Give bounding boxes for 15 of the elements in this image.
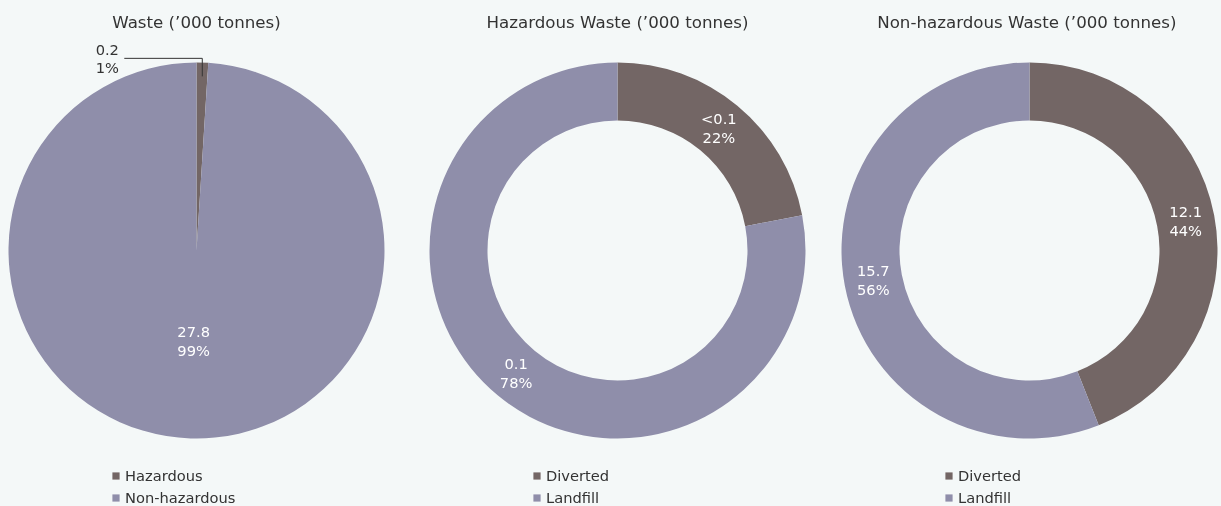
- data-label: 0.2 1%: [95, 40, 119, 77]
- legend-label: Landfill: [958, 488, 1012, 506]
- data-label: 0.1 78%: [499, 355, 533, 391]
- legend-label: Diverted: [958, 466, 1022, 484]
- chart-title: Hazardous Waste (’000 tonnes): [486, 13, 749, 32]
- data-label: 12.1 44%: [1169, 202, 1203, 239]
- chart-title: Non-hazardous Waste (’000 tonnes): [877, 13, 1177, 32]
- legend-label: Non-hazardous: [125, 488, 236, 506]
- data-label: 15.7 56%: [857, 262, 890, 299]
- legend-label: Hazardous: [125, 466, 203, 484]
- data-label: <0.1 22%: [701, 110, 737, 146]
- legend-label: Diverted: [546, 466, 610, 484]
- chart-title: Waste (’000 tonnes): [112, 13, 281, 32]
- legend-label: Landfill: [546, 488, 600, 506]
- data-label: 27.8 99%: [177, 322, 211, 359]
